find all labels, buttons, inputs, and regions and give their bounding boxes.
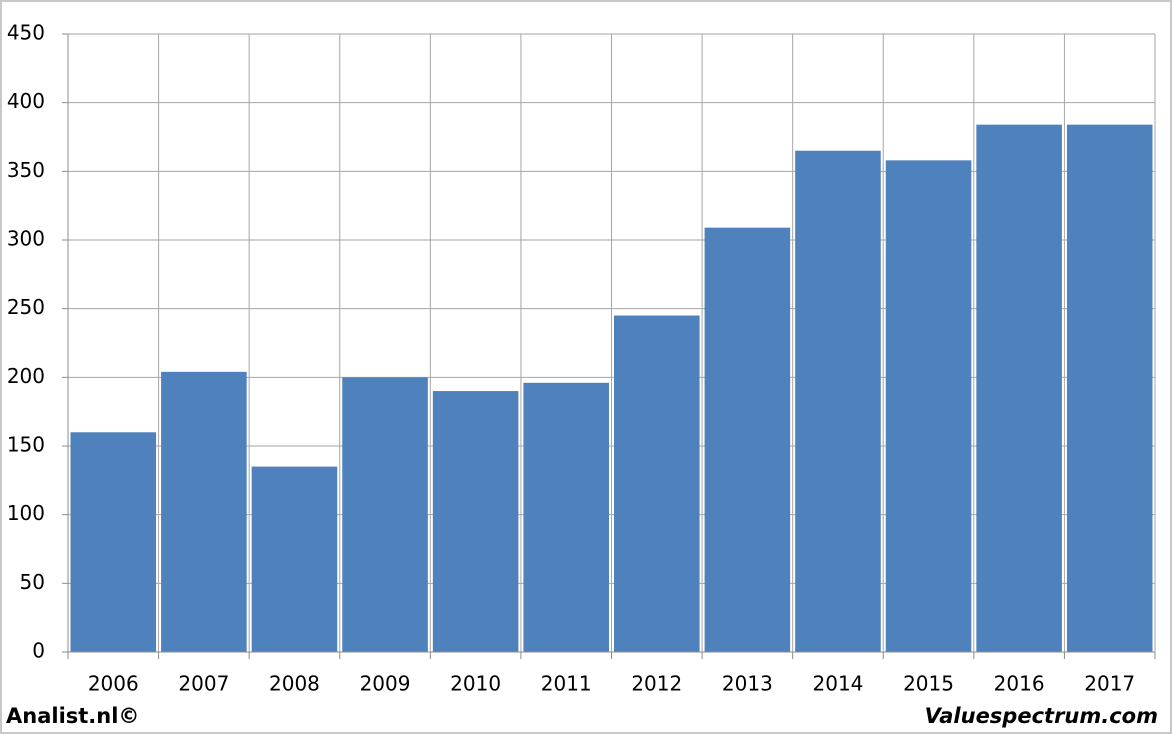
y-tick-label: 350 <box>7 158 45 182</box>
x-tick-label: 2008 <box>269 672 320 696</box>
bar <box>523 382 609 652</box>
x-tick-label: 2013 <box>722 672 773 696</box>
bar <box>704 227 791 652</box>
x-tick-label: 2016 <box>994 672 1045 696</box>
y-tick-label: 150 <box>7 433 45 457</box>
bar <box>432 391 519 652</box>
bar <box>161 371 247 652</box>
x-tick-label: 2014 <box>813 672 864 696</box>
source-right: Valuespectrum.com <box>925 704 1158 728</box>
x-tick-label: 2011 <box>541 672 592 696</box>
y-tick-label: 200 <box>7 364 45 388</box>
bar <box>885 160 972 652</box>
y-tick-label: 50 <box>20 570 45 594</box>
y-tick-label: 450 <box>7 21 45 45</box>
bar <box>342 377 428 652</box>
y-tick-label: 300 <box>7 227 45 251</box>
bar <box>70 432 157 652</box>
x-tick-label: 2006 <box>88 672 139 696</box>
y-tick-label: 0 <box>32 639 45 663</box>
x-tick-label: 2015 <box>903 672 954 696</box>
y-tick-label: 250 <box>7 295 45 319</box>
x-tick-label: 2012 <box>631 672 682 696</box>
bar <box>614 315 700 652</box>
bar <box>795 150 881 652</box>
x-tick-label: 2017 <box>1084 672 1135 696</box>
y-tick-label: 100 <box>7 501 45 525</box>
y-tick-label: 400 <box>7 89 45 113</box>
bar <box>1066 124 1153 652</box>
x-tick-label: 2010 <box>450 672 501 696</box>
source-left: Analist.nl© <box>6 704 139 728</box>
bar <box>976 124 1062 652</box>
x-tick-label: 2009 <box>360 672 411 696</box>
x-tick-label: 2007 <box>178 672 229 696</box>
bar <box>251 466 338 652</box>
